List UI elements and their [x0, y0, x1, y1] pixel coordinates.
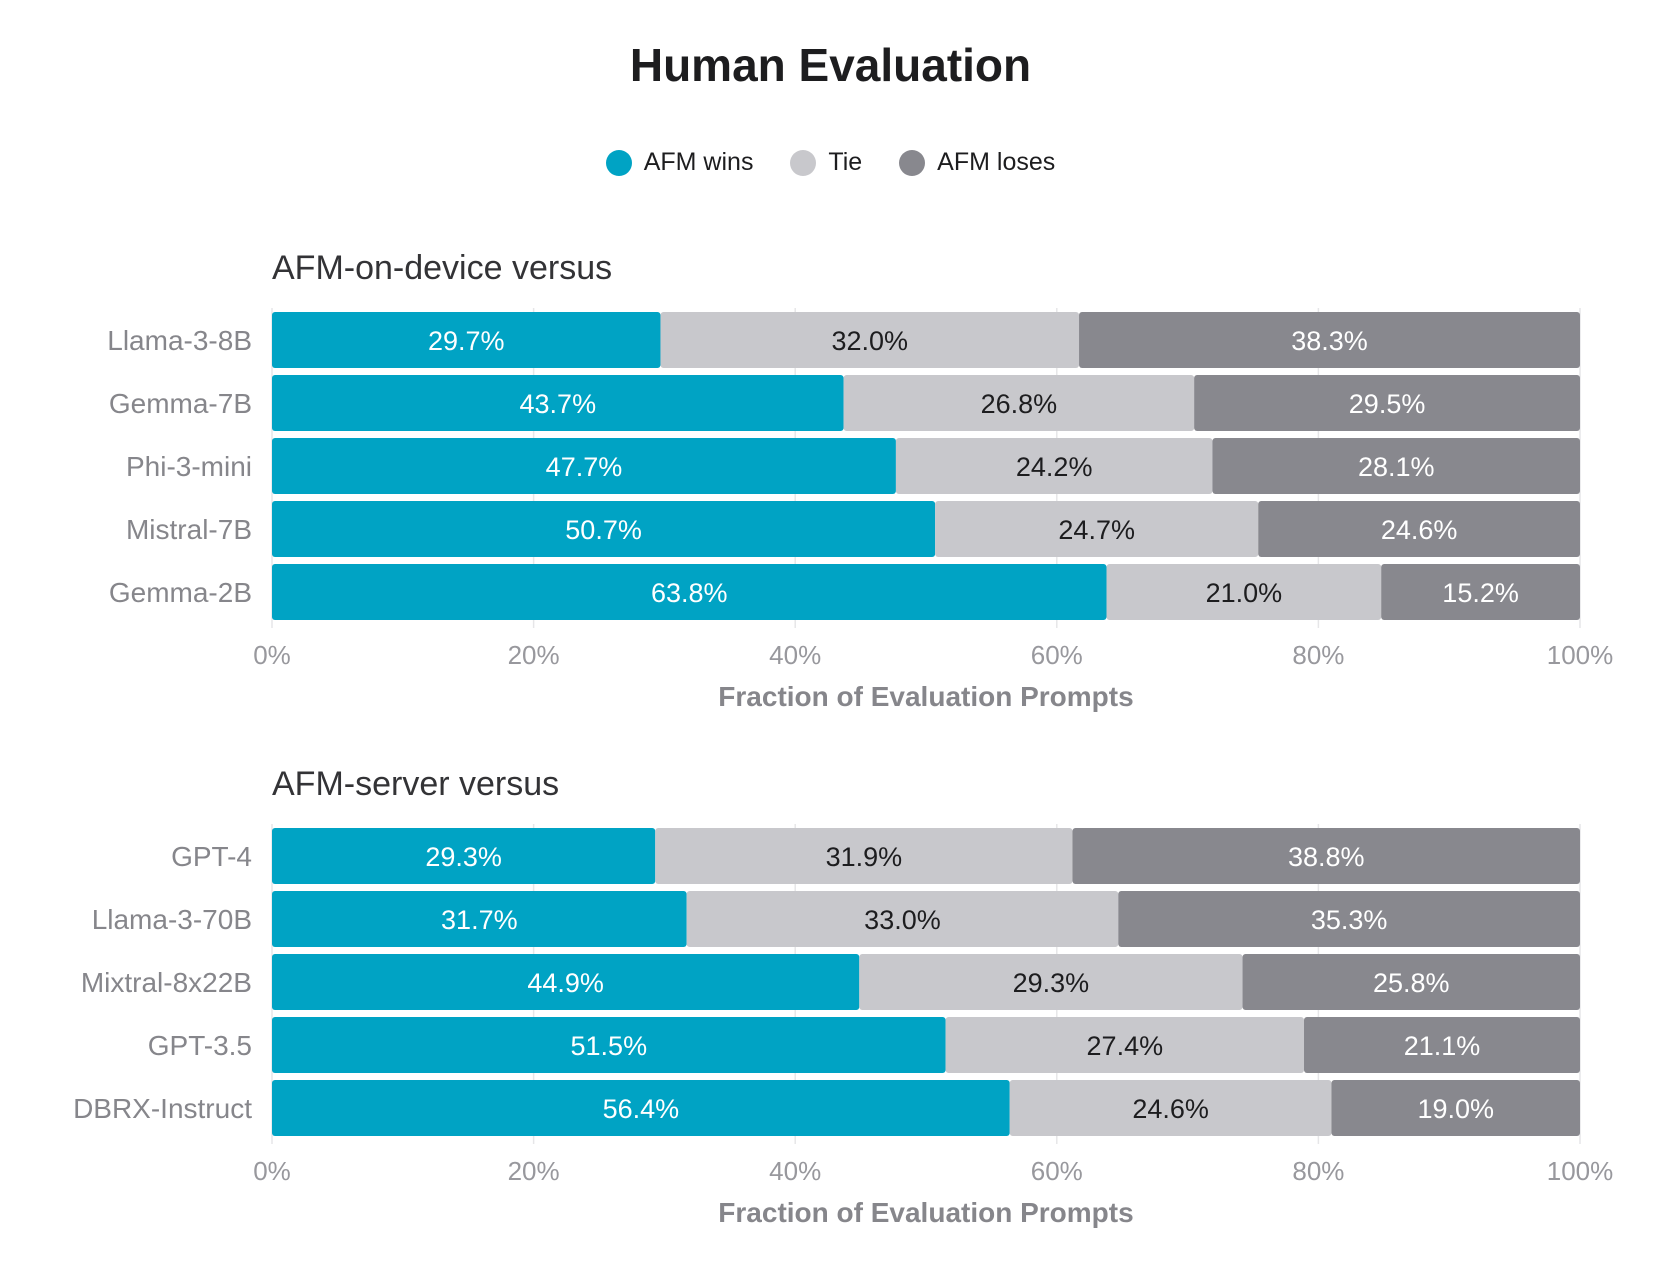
bar-afm-loses-mistral-7b — [1258, 501, 1580, 557]
category-label-mixtral-8x22b: Mixtral-8x22B — [81, 967, 252, 998]
x-tick-label: 0% — [253, 640, 291, 670]
panel-title-on-device: AFM-on-device versus — [272, 249, 612, 287]
legend-swatch-afm-loses — [899, 149, 926, 176]
category-label-llama-3-70b: Llama-3-70B — [92, 904, 252, 935]
x-tick-label: 20% — [508, 1156, 560, 1186]
x-tick-label: 100% — [1547, 640, 1614, 670]
data-label-afm-wins-phi-3-mini: 47.7% — [546, 452, 623, 482]
x-tick-label: 60% — [1031, 1156, 1083, 1186]
data-label-tie-phi-3-mini: 24.2% — [1016, 452, 1093, 482]
bar-afm-wins-dbrx-instruct — [272, 1080, 1010, 1136]
x-tick-label: 80% — [1292, 640, 1344, 670]
chart-title: Human Evaluation — [629, 39, 1032, 91]
x-tick-label: 80% — [1292, 1156, 1344, 1186]
category-label-phi-3-mini: Phi-3-mini — [126, 451, 252, 482]
data-label-afm-loses-phi-3-mini: 28.1% — [1358, 452, 1435, 482]
x-tick-label: 0% — [253, 1156, 291, 1186]
data-label-afm-wins-mixtral-8x22b: 44.9% — [527, 968, 604, 998]
bar-tie-dbrx-instruct — [1009, 1080, 1332, 1136]
data-label-afm-loses-dbrx-instruct: 19.0% — [1417, 1094, 1494, 1124]
data-label-afm-loses-mistral-7b: 24.6% — [1381, 515, 1458, 545]
category-label-gemma-7b: Gemma-7B — [109, 388, 252, 419]
data-label-tie-gpt-3-5: 27.4% — [1087, 1031, 1164, 1061]
legend-item-tie: Tie — [790, 148, 862, 177]
bar-tie-gemma-2b — [1106, 564, 1382, 620]
x-tick-label: 20% — [508, 640, 560, 670]
category-label-mistral-7b: Mistral-7B — [126, 514, 252, 545]
bar-afm-wins-llama-3-8b — [272, 312, 661, 368]
data-label-afm-loses-gpt-3-5: 21.1% — [1404, 1031, 1481, 1061]
bar-afm-loses-gemma-2b — [1381, 564, 1580, 620]
bar-afm-wins-gpt-3-5 — [272, 1017, 946, 1073]
data-label-afm-wins-gpt-3-5: 51.5% — [571, 1031, 648, 1061]
data-label-afm-wins-dbrx-instruct: 56.4% — [603, 1094, 680, 1124]
bar-afm-wins-llama-3-70b — [272, 891, 687, 947]
legend-item-afm-wins: AFM wins — [605, 148, 754, 177]
legend-label: Tie — [828, 148, 863, 176]
x-tick-label: 40% — [769, 640, 821, 670]
data-label-tie-gpt-4: 31.9% — [826, 842, 903, 872]
data-label-afm-loses-gpt-4: 38.8% — [1288, 842, 1365, 872]
data-label-tie-llama-3-70b: 33.0% — [864, 905, 941, 935]
data-label-tie-mixtral-8x22b: 29.3% — [1013, 968, 1090, 998]
data-label-afm-wins-llama-3-70b: 31.7% — [441, 905, 518, 935]
bar-tie-gpt-4 — [655, 828, 1073, 884]
data-label-tie-gemma-2b: 21.0% — [1206, 578, 1283, 608]
bar-tie-mixtral-8x22b — [859, 954, 1243, 1010]
bar-tie-llama-3-70b — [686, 891, 1119, 947]
bar-afm-loses-gpt-4 — [1072, 828, 1580, 884]
legend: AFM wins Tie AFM loses — [0, 148, 1661, 183]
bar-afm-loses-gemma-7b — [1194, 375, 1580, 431]
x-tick-label: 40% — [769, 1156, 821, 1186]
x-axis-label-server: Fraction of Evaluation Prompts — [718, 1197, 1133, 1228]
bar-afm-wins-mistral-7b — [272, 501, 936, 557]
bar-afm-loses-llama-3-8b — [1079, 312, 1580, 368]
data-label-afm-wins-llama-3-8b: 29.7% — [428, 326, 505, 356]
legend-swatch-tie — [790, 149, 817, 176]
bar-afm-wins-mixtral-8x22b — [272, 954, 860, 1010]
bar-afm-wins-gemma-7b — [272, 375, 844, 431]
category-label-gpt-3-5: GPT-3.5 — [148, 1030, 252, 1061]
bar-afm-wins-gpt-4 — [272, 828, 656, 884]
data-label-afm-wins-mistral-7b: 50.7% — [565, 515, 642, 545]
bar-afm-loses-phi-3-mini — [1212, 438, 1580, 494]
x-axis-label-on-device: Fraction of Evaluation Prompts — [718, 681, 1133, 712]
bar-afm-loses-gpt-3-5 — [1304, 1017, 1580, 1073]
data-label-afm-wins-gemma-7b: 43.7% — [520, 389, 597, 419]
bar-tie-gemma-7b — [843, 375, 1195, 431]
category-label-gemma-2b: Gemma-2B — [109, 577, 252, 608]
legend-label: AFM wins — [643, 148, 754, 176]
legend-item-afm-loses: AFM loses — [899, 148, 1055, 177]
bar-afm-wins-gemma-2b — [272, 564, 1107, 620]
bar-tie-phi-3-mini — [895, 438, 1213, 494]
data-label-tie-llama-3-8b: 32.0% — [831, 326, 908, 356]
bar-tie-mistral-7b — [935, 501, 1259, 557]
legend-label: AFM loses — [937, 148, 1056, 176]
panel-title-server: AFM-server versus — [272, 765, 559, 803]
bar-tie-gpt-3-5 — [945, 1017, 1305, 1073]
data-label-afm-wins-gpt-4: 29.3% — [425, 842, 502, 872]
bar-afm-loses-mixtral-8x22b — [1242, 954, 1580, 1010]
legend-swatch-afm-wins — [605, 149, 632, 176]
category-label-gpt-4: GPT-4 — [171, 841, 252, 872]
data-label-tie-gemma-7b: 26.8% — [981, 389, 1058, 419]
data-label-tie-mistral-7b: 24.7% — [1058, 515, 1135, 545]
data-label-afm-loses-llama-3-8b: 38.3% — [1291, 326, 1368, 356]
category-label-dbrx-instruct: DBRX-Instruct — [73, 1093, 252, 1124]
x-tick-label: 60% — [1031, 640, 1083, 670]
data-label-afm-loses-gemma-7b: 29.5% — [1349, 389, 1426, 419]
data-label-afm-wins-gemma-2b: 63.8% — [651, 578, 728, 608]
bar-afm-loses-dbrx-instruct — [1331, 1080, 1580, 1136]
category-label-llama-3-8b: Llama-3-8B — [107, 325, 252, 356]
x-tick-label: 100% — [1547, 1156, 1614, 1186]
data-label-tie-dbrx-instruct: 24.6% — [1132, 1094, 1209, 1124]
data-label-afm-loses-mixtral-8x22b: 25.8% — [1373, 968, 1450, 998]
data-label-afm-loses-llama-3-70b: 35.3% — [1311, 905, 1388, 935]
bar-afm-loses-llama-3-70b — [1118, 891, 1580, 947]
data-label-afm-loses-gemma-2b: 15.2% — [1442, 578, 1519, 608]
bar-afm-wins-phi-3-mini — [272, 438, 896, 494]
bar-tie-llama-3-8b — [660, 312, 1080, 368]
